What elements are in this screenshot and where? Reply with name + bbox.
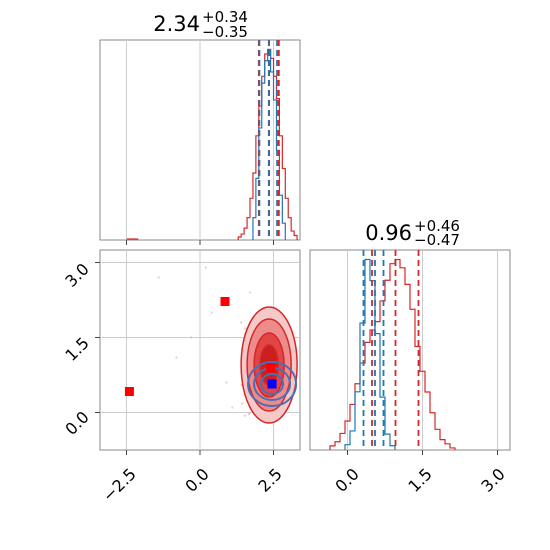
hist-blue xyxy=(344,258,396,450)
marker-blue xyxy=(267,379,277,389)
x-tick-labels-right: 0.0 1.5 3.0 xyxy=(331,464,508,495)
scatter-point xyxy=(248,413,251,416)
title-right-minus: −0.47 xyxy=(414,231,460,249)
title-right-value: 0.96 xyxy=(365,221,412,245)
scatter-point xyxy=(240,321,243,324)
marker-red xyxy=(124,387,134,396)
y-tick-label: 0.0 xyxy=(61,407,92,438)
hist-red xyxy=(329,258,456,450)
y-tick-labels-2d: 0.0 1.5 3.0 xyxy=(61,259,92,438)
x-tick-label: 1.5 xyxy=(404,464,435,495)
title-top-minus: −0.35 xyxy=(202,23,248,41)
x-tick-label: 2.5 xyxy=(254,464,285,495)
scatter-point xyxy=(175,356,178,359)
scatter-point xyxy=(225,381,228,384)
panel-2d-scatter xyxy=(95,249,301,455)
title-right: 0.96 +0.46 −0.47 xyxy=(365,217,460,249)
scatter-point xyxy=(248,291,252,294)
scatter-point xyxy=(190,336,193,339)
marker-red xyxy=(220,297,230,306)
scatter-point xyxy=(157,276,160,279)
title-top-plus: +0.34 xyxy=(202,8,248,26)
marker-red xyxy=(266,363,276,372)
hist-red xyxy=(237,48,298,240)
scatter-point xyxy=(241,402,244,405)
panel-right-frame xyxy=(309,249,511,451)
contour-blue xyxy=(247,361,298,407)
scatter-point xyxy=(244,327,247,330)
panel-right-histogram xyxy=(309,249,511,455)
scatter-point xyxy=(204,266,207,269)
y-tick-label: 3.0 xyxy=(61,259,92,290)
scatter-point xyxy=(210,311,213,314)
hist-blue xyxy=(252,48,286,240)
y-tick-label: 1.5 xyxy=(61,333,92,364)
scatter-point xyxy=(231,406,234,409)
x-tick-label: 0.0 xyxy=(331,464,362,495)
contour-blue xyxy=(260,373,285,395)
x-tick-label: 3.0 xyxy=(477,464,508,495)
x-tick-label: −2.5 xyxy=(99,464,140,505)
title-top-value: 2.34 xyxy=(153,12,200,36)
panel-top-histogram xyxy=(99,39,301,245)
x-tick-label: 0.0 xyxy=(181,464,212,495)
title-right-plus: +0.46 xyxy=(414,217,460,235)
x-tick-labels-2d: −2.5 0.0 2.5 xyxy=(99,464,286,505)
scatter-point xyxy=(243,414,247,417)
title-top: 2.34 +0.34 −0.35 xyxy=(153,8,248,41)
